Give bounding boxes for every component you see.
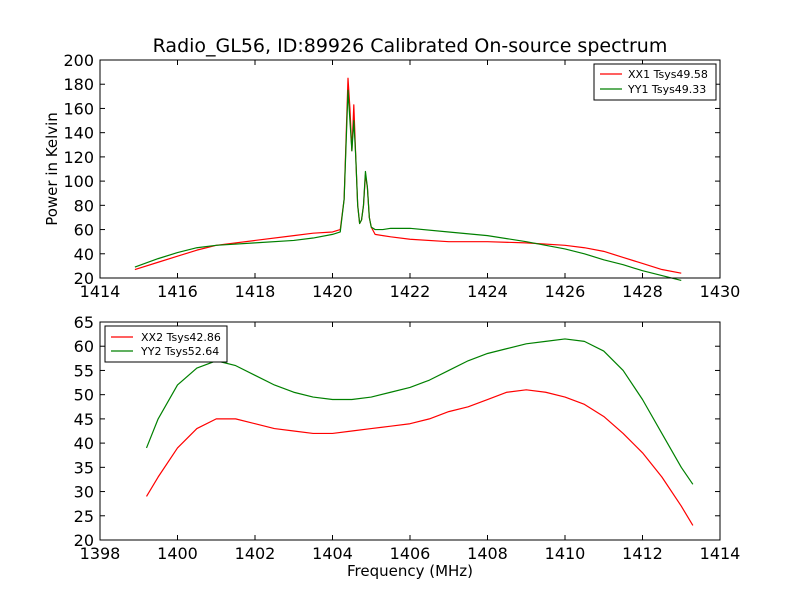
legend-label-yy2: YY2 Tsys52.64 (140, 345, 219, 358)
top-y-tick-label: 140 (63, 124, 94, 143)
bottom-y-tick-label: 50 (74, 386, 94, 405)
bottom-x-tick-label: 1398 (80, 544, 121, 563)
legend-label-xx2: XX2 Tsys42.86 (141, 331, 221, 344)
top-y-tick-label: 60 (74, 221, 94, 240)
top-y-tick-label: 80 (74, 196, 94, 215)
top-x-tick-label: 1414 (80, 282, 121, 301)
bottom-legend-box (104, 325, 228, 363)
bottom-x-tick-label: 1404 (312, 544, 353, 563)
top-x-tick-label: 1418 (235, 282, 276, 301)
top-panel: 1414 1416 1418 1420 1422 1424 1426 1428 1430 20 40… (43, 51, 740, 301)
bottom-panel: 1398 1400 1402 1404 1406 1408 1410 1412 1414 20 25… (74, 313, 741, 580)
top-x-tick-label: 1420 (312, 282, 353, 301)
top-legend-box (593, 63, 717, 101)
top-legend: XX1 Tsys49.58 YY1 Tsys49.33 (593, 63, 717, 101)
bottom-y-tick-label: 30 (74, 483, 94, 502)
bottom-y-tick-label: 55 (74, 361, 94, 380)
bottom-y-tick-label: 40 (74, 434, 94, 453)
top-x-tick-label: 1428 (622, 282, 663, 301)
top-x-tick-label: 1426 (545, 282, 586, 301)
top-y-tick-label: 40 (74, 245, 94, 264)
series-line-yy2 (145, 338, 694, 485)
bottom-y-tick-label: 20 (74, 531, 94, 550)
legend-label-yy1: YY1 Tsys49.33 (627, 83, 706, 96)
bottom-x-tick-label: 1414 (700, 544, 741, 563)
bottom-y-tick-label: 35 (74, 458, 94, 477)
bottom-panel-series (145, 338, 694, 526)
top-y-tick-label: 200 (63, 51, 94, 70)
bottom-legend: XX2 Tsys42.86 YY2 Tsys52.64 (104, 325, 228, 363)
bottom-y-tick-label: 25 (74, 507, 94, 526)
top-panel-series (134, 77, 682, 282)
bottom-y-tick-label: 65 (74, 313, 94, 332)
series-line-xx2 (145, 389, 694, 526)
legend-label-xx1: XX1 Tsys49.58 (628, 68, 708, 81)
top-y-tick-label: 120 (63, 148, 94, 167)
bottom-y-tick-label: 45 (74, 410, 94, 429)
bottom-x-tick-label: 1412 (622, 544, 663, 563)
bottom-x-tick-label: 1402 (235, 544, 276, 563)
bottom-x-tick-label: 1400 (157, 544, 198, 563)
bottom-x-tick-label: 1410 (545, 544, 586, 563)
top-x-tick-label: 1422 (390, 282, 431, 301)
top-y-tick-label: 180 (63, 75, 94, 94)
top-y-tick-label: 20 (74, 269, 94, 288)
top-x-tick-label: 1430 (700, 282, 741, 301)
bottom-x-axis-label: Frequency (MHz) (347, 562, 473, 580)
top-panel-ticks: 1414 1416 1418 1420 1422 1424 1426 1428 1430 20 40… (63, 51, 740, 301)
chart-title: Radio_GL56, ID:89926 Calibrated On-sourc… (153, 35, 668, 57)
top-x-tick-label: 1424 (467, 282, 508, 301)
bottom-panel-ticks: 1398 1400 1402 1404 1406 1408 1410 1412 1414 20 25… (74, 313, 741, 563)
top-y-tick-label: 160 (63, 99, 94, 118)
bottom-y-tick-label: 60 (74, 337, 94, 356)
top-x-tick-label: 1416 (157, 282, 198, 301)
series-line-yy1 (134, 89, 682, 282)
bottom-x-tick-label: 1406 (390, 544, 431, 563)
top-y-axis-label: Power in Kelvin (43, 112, 61, 226)
top-y-tick-label: 100 (63, 172, 94, 191)
bottom-x-tick-label: 1408 (467, 544, 508, 563)
